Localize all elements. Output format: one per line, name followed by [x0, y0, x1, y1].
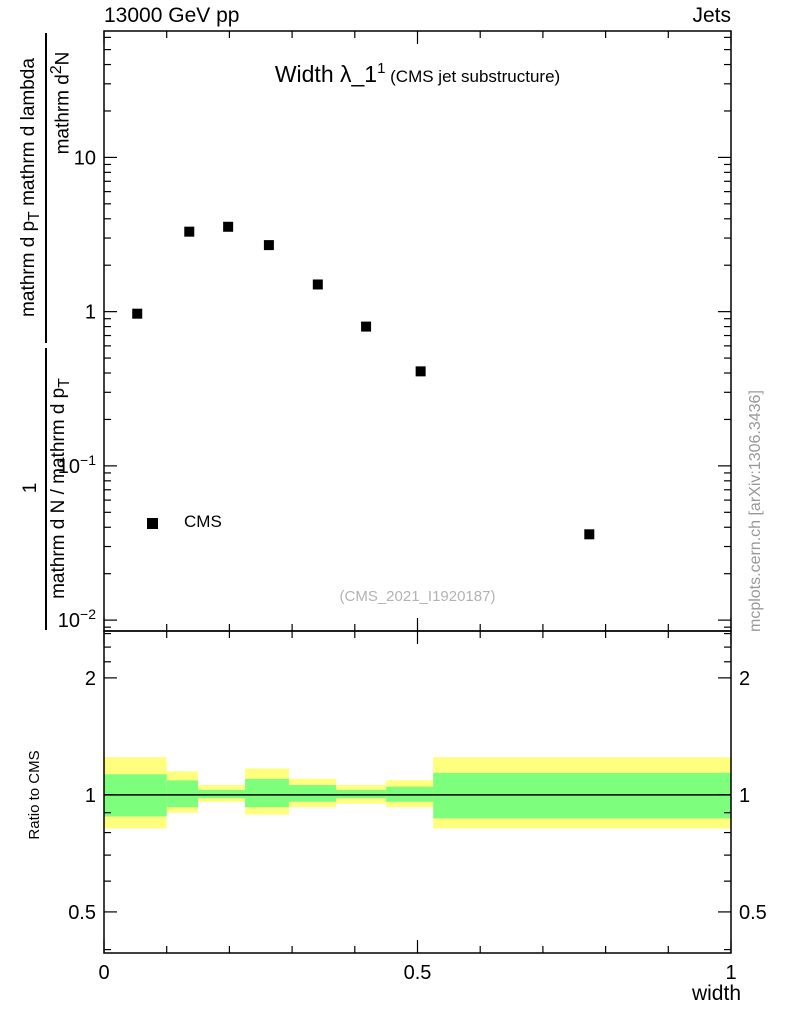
- y-axis-label-lower-denominator: mathrm d N / mathrm d pT: [48, 346, 73, 631]
- ratio-y-tick-label-right: 0.5: [739, 902, 767, 924]
- y-lower-den-sub: T: [55, 378, 73, 388]
- uncertainty-bands: [104, 757, 731, 829]
- ratio-y-axis-label: Ratio to CMS: [26, 750, 43, 840]
- main-panel-frame: [103, 30, 732, 632]
- analysis-id-watermark: (CMS_2021_I1920187): [339, 588, 496, 605]
- y-axis-fraction-bar-lower: [45, 348, 47, 630]
- y-axis-label-upper-denominator: mathrm d pT mathrm d lambda: [18, 30, 43, 345]
- data-point: [415, 366, 426, 377]
- data-point: [361, 321, 372, 332]
- title-main: Width λ_1: [274, 61, 378, 87]
- data-point: [584, 529, 595, 540]
- mcplots-attribution: mcplots.cern.ch [arXiv:1306.3436]: [747, 390, 764, 632]
- band-stat: [198, 789, 246, 799]
- y-upper-num-a: mathrm d: [52, 74, 74, 155]
- main-y-tick-label: 10−1: [58, 452, 96, 478]
- legend-label: CMS: [184, 512, 222, 531]
- title-superscript: 1: [377, 60, 386, 77]
- analysis-type-label: Jets: [692, 4, 731, 27]
- data-point: [184, 226, 195, 237]
- data-point: [132, 308, 143, 319]
- x-axis-label: width: [691, 982, 741, 1005]
- x-tick-label: 0.5: [404, 962, 432, 984]
- beam-energy-label: 13000 GeV pp: [104, 4, 240, 27]
- axis-tick-labels: 10 1 10−1 10−2 0.5 0.5 1 1 2 2 0 0.5 1: [58, 147, 767, 984]
- band-stat: [166, 780, 199, 808]
- y-lower-den-a: mathrm d N / mathrm d p: [48, 387, 69, 599]
- title-suffix: (CMS jet substructure): [385, 67, 561, 86]
- main-y-tick-label: 1: [85, 302, 96, 324]
- band-stat: [288, 785, 336, 802]
- y-upper-den-b: mathrm d lambda: [18, 58, 39, 212]
- band-stat: [245, 778, 289, 808]
- y-upper-den-a: mathrm d p: [18, 220, 39, 317]
- data-point: [312, 279, 323, 290]
- data-point: [263, 240, 274, 251]
- data-points: [132, 221, 595, 540]
- ratio-y-tick-label-left: 0.5: [68, 902, 96, 924]
- main-y-tick-label: 10: [74, 147, 96, 169]
- axis-ticks: [103, 31, 732, 953]
- ratio-y-tick-label-right: 1: [739, 785, 750, 807]
- data-point: [223, 221, 234, 232]
- y-upper-num-b: N: [52, 51, 74, 66]
- plot-title: Width λ_11 (CMS jet substructure): [104, 60, 731, 88]
- main-y-tick-label: 10−2: [58, 606, 96, 632]
- y-axis-fraction-bar-upper: [45, 33, 47, 343]
- ratio-y-tick-label-left: 2: [85, 668, 96, 690]
- legend-marker-square: [147, 518, 158, 529]
- x-tick-label: 1: [725, 962, 736, 984]
- y-axis-label-lower-numerator: 1: [20, 482, 41, 494]
- y-upper-num-sup: 2: [48, 65, 65, 75]
- band-stat: [335, 789, 387, 799]
- ratio-y-tick-label-left: 1: [85, 785, 96, 807]
- y-upper-den-sub: T: [25, 211, 43, 221]
- x-tick-label: 0: [98, 962, 109, 984]
- y-axis-label-upper-numerator: mathrm d2N: [48, 38, 74, 168]
- ratio-y-tick-label-right: 2: [739, 668, 750, 690]
